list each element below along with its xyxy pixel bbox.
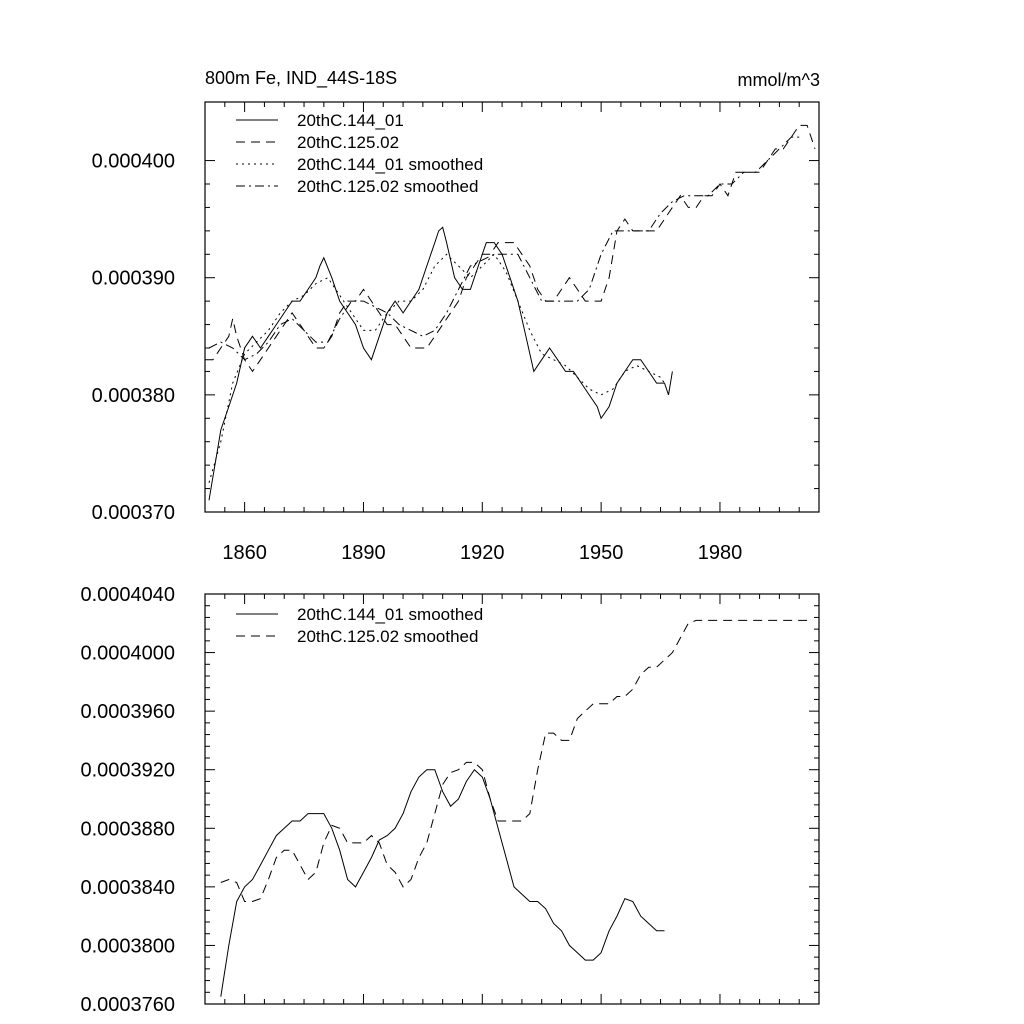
legend-label-2: 20thC.125.02 xyxy=(297,133,399,152)
top-series-group xyxy=(205,124,816,501)
bottom-series-group xyxy=(220,619,808,997)
legend-label-4: 20thC.125.02 smoothed xyxy=(297,177,478,196)
top-series-line-2 xyxy=(205,124,816,373)
y-tick-label: 0.0003840 xyxy=(80,877,175,899)
x-tick-label: 1860 xyxy=(222,542,267,564)
top-panel: 800m Fe, IND_44S-18S mmol/m^3 0.0003700.… xyxy=(92,68,820,564)
legend-label-1: 20thC.144_01 xyxy=(297,111,404,130)
y-tick-label: 0.000400 xyxy=(92,151,175,173)
bottom-ticks: 0.0003760 0.0003800 0.0003840 0.0003880 0.00… xyxy=(80,584,820,1016)
bottom-legend: 20thC.144_01 smoothed 20thC.125.02 smoot… xyxy=(236,605,483,646)
y-tick-label: 0.000390 xyxy=(92,268,175,290)
bottom-panel: 0.0003760 0.0003800 0.0003840 0.0003880 0.00… xyxy=(80,584,820,1016)
top-title: 800m Fe, IND_44S-18S xyxy=(205,68,397,89)
y-tick-label: 0.000380 xyxy=(92,385,175,407)
y-tick-label: 0.0004000 xyxy=(80,643,175,665)
top-series-line-3 xyxy=(208,253,665,483)
y-tick-label: 0.000370 xyxy=(92,502,175,524)
y-tick-label: 0.0003800 xyxy=(80,935,175,957)
top-plot-frame xyxy=(204,101,820,513)
top-units: mmol/m^3 xyxy=(738,70,820,90)
y-tick-label: 0.0003760 xyxy=(80,994,175,1016)
bottom-plot-frame xyxy=(204,593,820,1005)
bottom-series-line-2 xyxy=(220,619,808,902)
top-ticks: 0.000370 0.000380 0.000390 0.000400 1860 1890… xyxy=(92,102,820,564)
x-tick-label: 1920 xyxy=(460,542,505,564)
x-tick-label: 1890 xyxy=(341,542,386,564)
x-tick-label: 1950 xyxy=(579,542,624,564)
legend-label-3: 20thC.144_01 smoothed xyxy=(297,155,483,174)
top-series-line-4 xyxy=(208,136,804,361)
top-legend: 20thC.144_01 20thC.125.02 20thC.144_01 s… xyxy=(236,111,483,196)
legend-label-2: 20thC.125.02 smoothed xyxy=(297,627,478,646)
y-tick-label: 0.0003920 xyxy=(80,760,175,782)
top-series-line-1 xyxy=(208,226,673,501)
x-tick-label: 1980 xyxy=(698,542,743,564)
y-tick-label: 0.0003960 xyxy=(80,701,175,723)
legend-label-1: 20thC.144_01 smoothed xyxy=(297,605,483,624)
bottom-series-line-1 xyxy=(220,768,665,997)
y-tick-label: 0.0004040 xyxy=(80,584,175,606)
y-tick-label: 0.0003880 xyxy=(80,818,175,840)
